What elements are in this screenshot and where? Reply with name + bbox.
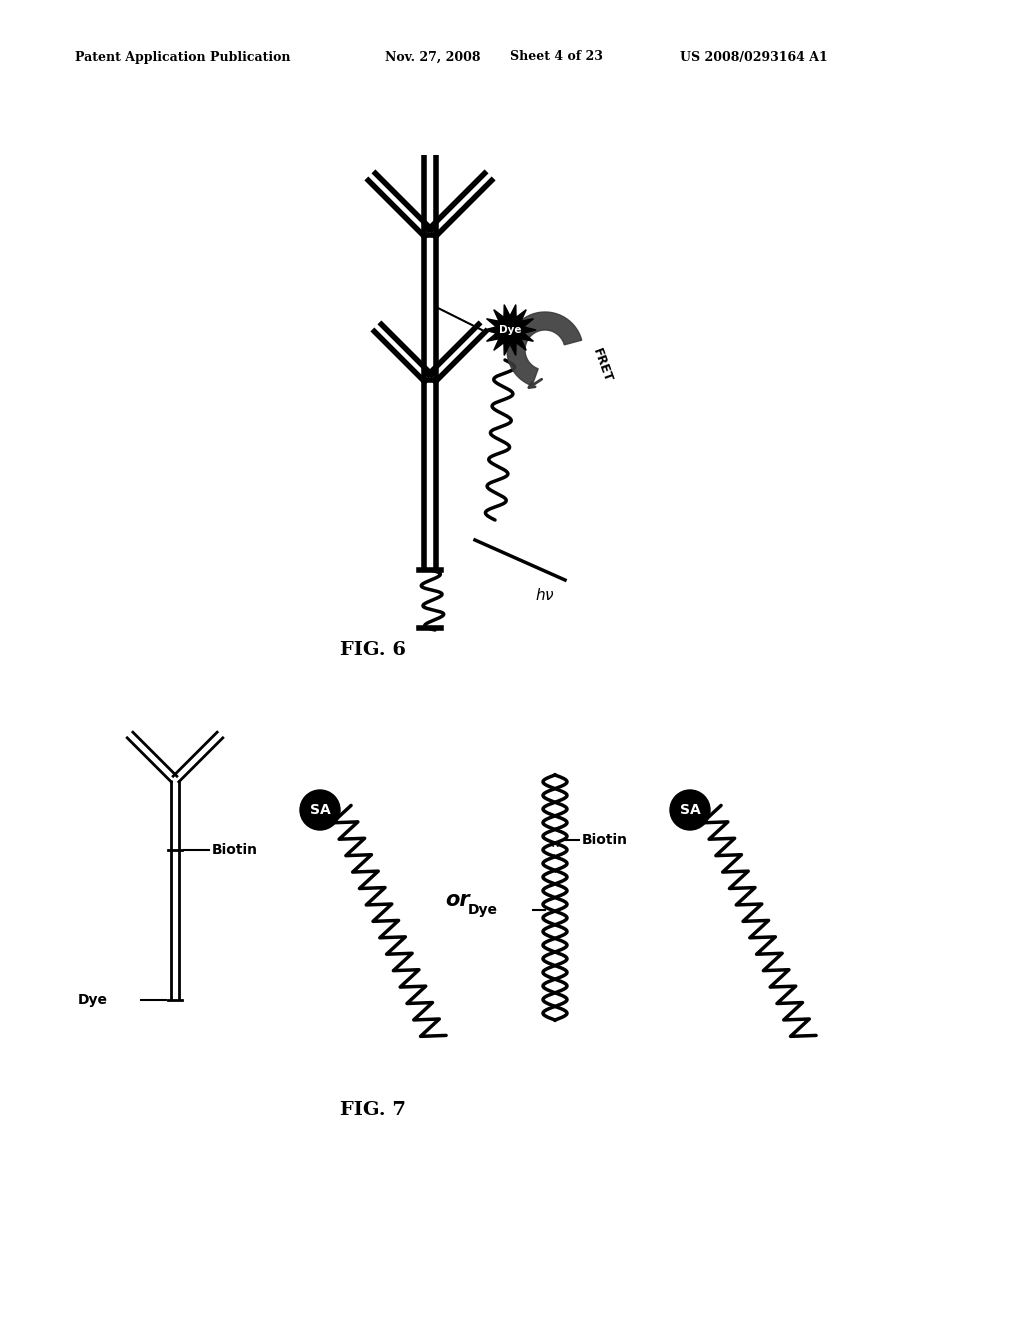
Circle shape — [670, 789, 710, 830]
Text: $h\nu$: $h\nu$ — [535, 587, 555, 603]
Text: FIG. 7: FIG. 7 — [340, 1101, 406, 1119]
Text: FRET: FRET — [590, 346, 614, 384]
Text: or: or — [445, 890, 470, 909]
Text: Sheet 4 of 23: Sheet 4 of 23 — [510, 50, 603, 63]
Text: Biotin: Biotin — [582, 833, 628, 847]
Text: Dye: Dye — [499, 325, 521, 335]
Text: Dye: Dye — [78, 993, 108, 1007]
Text: SA: SA — [680, 803, 700, 817]
Text: SA: SA — [309, 803, 331, 817]
Polygon shape — [484, 305, 536, 355]
Text: FIG. 6: FIG. 6 — [340, 642, 406, 659]
Circle shape — [300, 789, 340, 830]
Text: Dye: Dye — [468, 903, 498, 917]
Text: Patent Application Publication: Patent Application Publication — [75, 50, 291, 63]
Polygon shape — [507, 312, 582, 385]
Text: Nov. 27, 2008: Nov. 27, 2008 — [385, 50, 480, 63]
Text: US 2008/0293164 A1: US 2008/0293164 A1 — [680, 50, 827, 63]
Text: Biotin: Biotin — [212, 843, 258, 857]
